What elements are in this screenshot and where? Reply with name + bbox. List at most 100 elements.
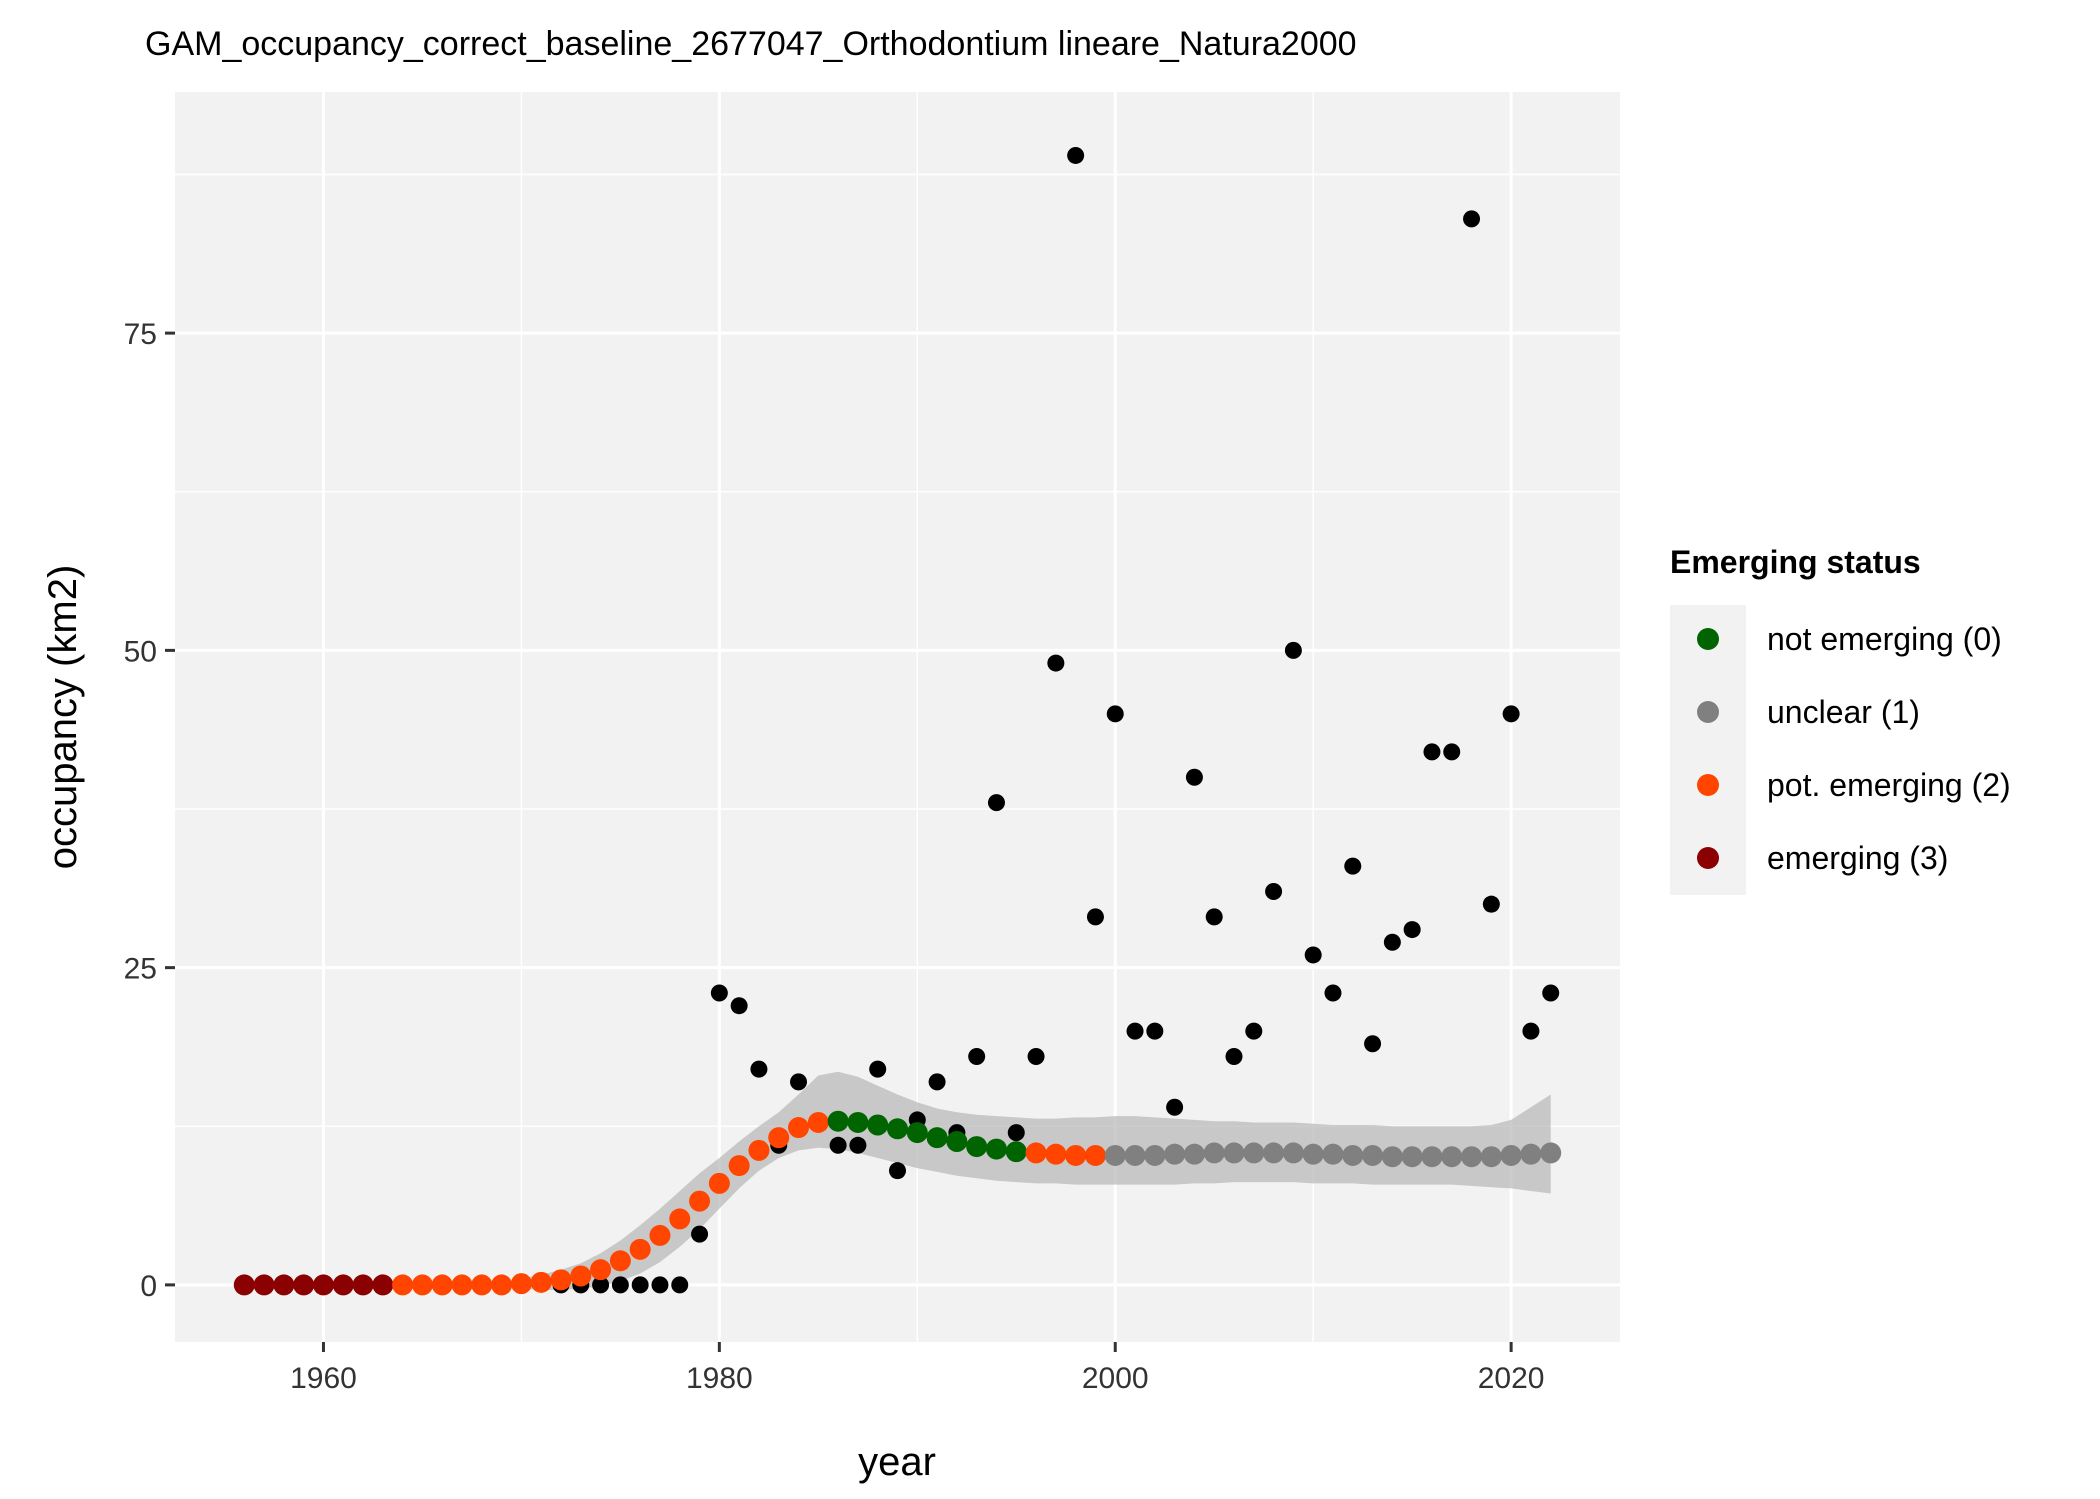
fitted-point: [728, 1155, 750, 1177]
observed-point: [889, 1162, 906, 1180]
observed-point: [631, 1276, 649, 1294]
observed-point: [691, 1225, 709, 1243]
observed-point: [1086, 908, 1104, 926]
fitted-point: [827, 1110, 849, 1132]
fitted-points-layer: [233, 1110, 1562, 1296]
observed-point: [1245, 1022, 1263, 1040]
fitted-point: [510, 1273, 532, 1295]
y-tick-label: 75: [124, 318, 157, 351]
observed-point: [611, 1276, 629, 1294]
observed-point: [1067, 146, 1085, 164]
x-tick-label: 1980: [686, 1362, 753, 1395]
fitted-point: [431, 1274, 453, 1296]
fitted-point: [1282, 1142, 1304, 1164]
observed-point: [1463, 210, 1481, 228]
x-axis: 1960 1980 2000 2020: [290, 1342, 1545, 1395]
fitted-point: [491, 1274, 513, 1296]
fitted-point: [233, 1274, 255, 1296]
observed-point: [1007, 1124, 1025, 1142]
fitted-point: [748, 1139, 770, 1161]
fitted-point: [590, 1259, 612, 1281]
fitted-point: [1302, 1143, 1324, 1165]
legend-key: [1697, 847, 1719, 869]
fitted-point: [1183, 1143, 1205, 1165]
fitted-point: [1144, 1144, 1166, 1166]
observed-point: [1482, 895, 1500, 913]
observed-point: [1502, 705, 1520, 723]
fitted-point: [273, 1274, 295, 1296]
legend-label: unclear (1): [1767, 694, 1920, 730]
fitted-point: [411, 1274, 433, 1296]
observed-point: [869, 1060, 887, 1078]
confidence-ribbon: [244, 1071, 1551, 1290]
y-axis: 0 25 50 75: [124, 318, 175, 1303]
observed-point: [1027, 1047, 1045, 1065]
fitted-point: [392, 1274, 414, 1296]
fitted-point: [1362, 1144, 1384, 1166]
fitted-point: [1005, 1141, 1027, 1163]
fitted-point: [1243, 1142, 1265, 1164]
chart-title: GAM_occupancy_correct_baseline_2677047_O…: [145, 25, 1357, 63]
fitted-point: [788, 1117, 810, 1139]
observed-point: [1304, 946, 1322, 964]
observed-point: [592, 1276, 610, 1294]
fitted-point: [985, 1138, 1007, 1160]
fitted-point: [293, 1274, 315, 1296]
fitted-point: [966, 1136, 988, 1158]
legend-key: [1697, 774, 1719, 796]
observed-point: [1344, 857, 1362, 875]
legend-key: [1697, 701, 1719, 723]
x-axis-title: year: [858, 1440, 936, 1484]
fitted-point: [1461, 1146, 1483, 1168]
fitted-point: [669, 1208, 691, 1230]
legend-key: [1697, 628, 1719, 650]
observed-point: [710, 984, 728, 1002]
fitted-point: [1263, 1142, 1285, 1164]
x-tick-label: 2020: [1478, 1362, 1545, 1395]
fitted-point: [1520, 1143, 1542, 1165]
fitted-point: [253, 1274, 275, 1296]
fitted-point: [1322, 1143, 1344, 1165]
observed-point: [671, 1276, 689, 1294]
confidence-ribbon-layer: [244, 1071, 1551, 1290]
fitted-point: [1401, 1146, 1423, 1168]
y-tick-label: 50: [124, 635, 157, 668]
observed-point: [750, 1060, 768, 1078]
observed-point: [1185, 768, 1203, 786]
observed-point: [1403, 921, 1421, 939]
fitted-point: [847, 1111, 869, 1133]
fitted-point: [887, 1118, 908, 1140]
observed-point: [1166, 1098, 1184, 1116]
observed-point: [928, 1073, 946, 1091]
fitted-point: [689, 1190, 711, 1212]
observed-points-layer: [552, 146, 1560, 1294]
legend-label: pot. emerging (2): [1767, 767, 2011, 803]
fitted-point: [609, 1250, 631, 1272]
fitted-point: [768, 1127, 790, 1149]
fitted-point: [471, 1274, 493, 1296]
fitted-point: [1223, 1142, 1245, 1164]
observed-point: [1106, 705, 1124, 723]
fitted-point: [1104, 1144, 1126, 1166]
legend-label: not emerging (0): [1767, 621, 2002, 657]
fitted-point: [570, 1265, 592, 1287]
observed-point: [1047, 654, 1065, 672]
observed-point: [1324, 984, 1342, 1002]
x-tick-label: 2000: [1082, 1362, 1149, 1395]
fitted-point: [1421, 1146, 1443, 1168]
fitted-point: [332, 1274, 354, 1296]
fitted-point: [1025, 1142, 1047, 1164]
fitted-point: [926, 1127, 948, 1149]
fitted-point: [352, 1274, 374, 1296]
fitted-point: [629, 1238, 651, 1260]
fitted-point: [906, 1122, 928, 1144]
observed-point: [987, 794, 1005, 812]
fitted-point: [867, 1114, 889, 1136]
observed-point: [730, 997, 748, 1015]
fitted-point: [1540, 1142, 1562, 1164]
fitted-point: [1381, 1146, 1403, 1168]
legend-title: Emerging status: [1670, 544, 1921, 580]
fitted-point: [708, 1172, 730, 1194]
fitted-point: [372, 1274, 394, 1296]
